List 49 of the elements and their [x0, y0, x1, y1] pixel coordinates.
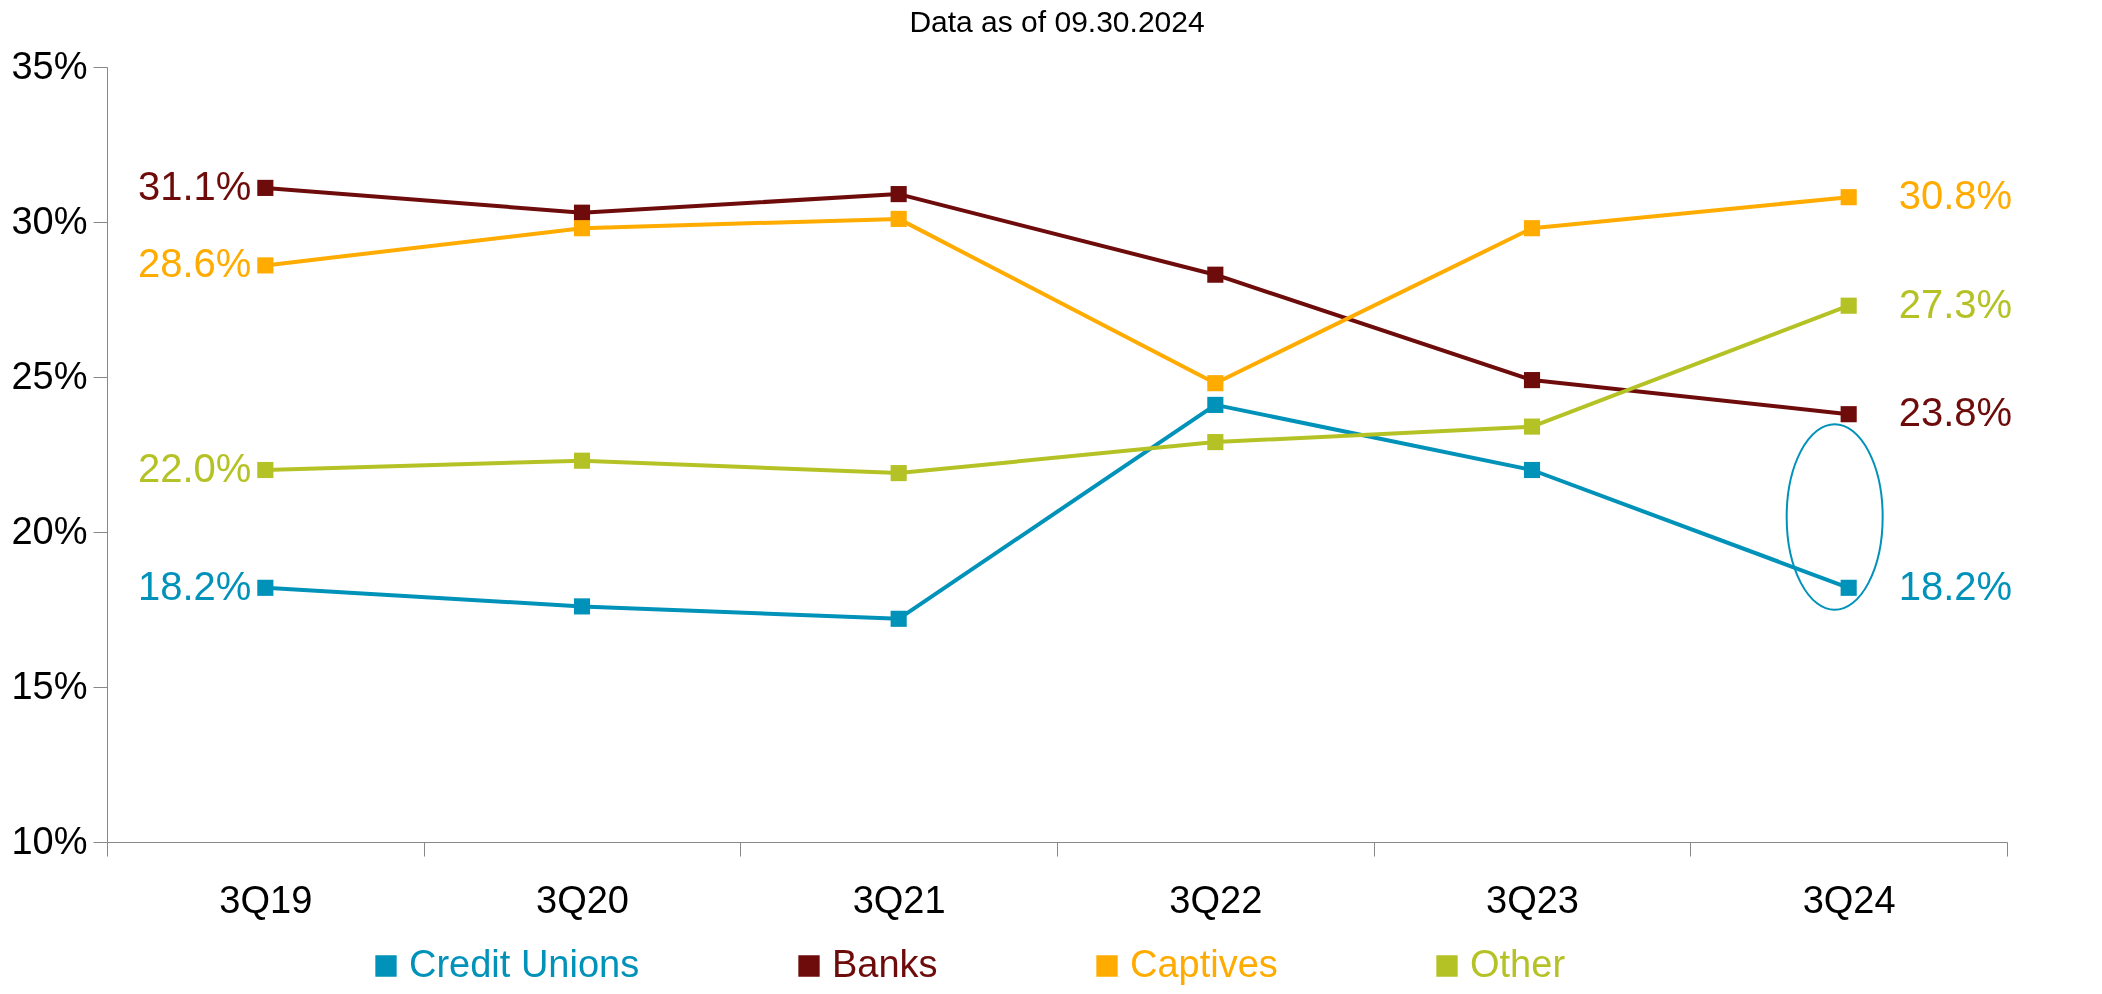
point: [1523, 372, 1541, 389]
x-tick-label: 3Q23: [1486, 878, 1579, 921]
y-tick-label: 10%: [11, 819, 88, 862]
point: [1523, 418, 1541, 435]
point: [573, 452, 591, 469]
y-tick-label: 30%: [11, 199, 88, 242]
point: [1840, 297, 1857, 314]
point: [1840, 579, 1857, 596]
x-tick-label: 3Q20: [536, 878, 629, 921]
x-tick-label: 3Q21: [852, 878, 946, 921]
point: [1840, 189, 1857, 206]
point: [573, 220, 591, 237]
x-tick-label: 3Q19: [219, 878, 313, 921]
data-label: 30.8%: [1898, 173, 2013, 218]
point: [573, 598, 591, 615]
point: [257, 461, 274, 479]
legend-label: Credit Unions: [409, 943, 640, 985]
chart-title: Data as of 09.30.2024: [909, 5, 1205, 38]
point: [890, 210, 907, 227]
data-label: 22.0%: [137, 446, 252, 490]
point: [1840, 406, 1857, 423]
legend-label: Banks: [832, 943, 938, 985]
legend-label: Other: [1470, 943, 1566, 985]
point: [1207, 434, 1224, 451]
x-tick-label: 3Q24: [1802, 878, 1896, 921]
point: [890, 610, 907, 627]
point: [1207, 266, 1224, 283]
point: [257, 579, 274, 596]
point: [1207, 396, 1224, 413]
point: [1207, 375, 1224, 392]
data-label: 23.8%: [1898, 390, 2013, 435]
point: [573, 204, 591, 221]
point: [890, 186, 907, 203]
point: [890, 465, 907, 482]
point: [257, 257, 274, 274]
data-label: 31.1%: [137, 163, 252, 208]
point: [1523, 220, 1541, 237]
data-label: 18.2%: [137, 563, 252, 608]
legend-label: Captives: [1130, 943, 1278, 985]
y-tick-label: 15%: [11, 664, 88, 707]
y-tick-label: 20%: [11, 509, 88, 552]
x-tick-label: 3Q22: [1169, 878, 1263, 921]
y-tick-label: 35%: [11, 44, 88, 87]
data-label: 18.2%: [1898, 563, 2013, 608]
point: [1523, 461, 1541, 479]
y-tick-label: 25%: [11, 354, 88, 397]
point: [257, 179, 274, 196]
data-label: 27.3%: [1898, 281, 2013, 326]
data-label: 28.6%: [137, 241, 252, 286]
